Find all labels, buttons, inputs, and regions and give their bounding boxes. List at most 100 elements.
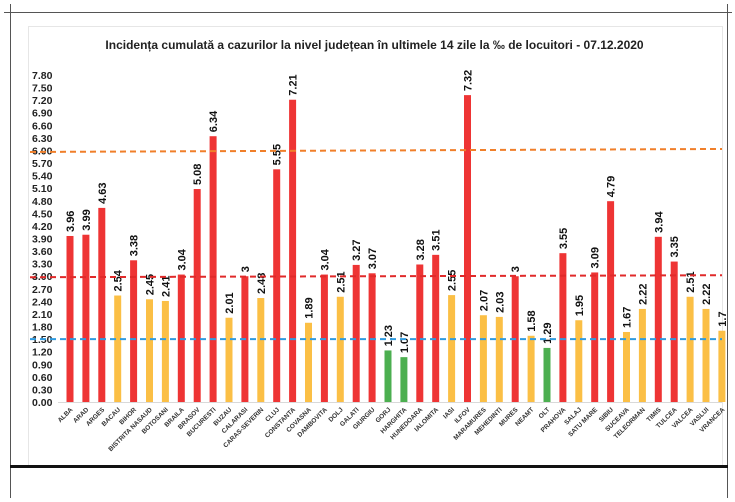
y-tick-label: 7.20 (32, 95, 53, 107)
bar-prahova (559, 253, 567, 402)
y-tick-label: 0.30 (32, 384, 53, 396)
frame-line-left (10, 4, 11, 498)
data-label: 2.55 (447, 270, 459, 291)
y-tick-label: 5.70 (32, 158, 53, 170)
y-tick-label: 0.90 (32, 359, 53, 371)
y-tick-label: 4.50 (32, 208, 53, 220)
bar-bacau (114, 295, 122, 402)
data-label: 3 (510, 266, 522, 272)
data-label: 1.58 (526, 310, 538, 331)
data-label: 2.51 (685, 271, 697, 292)
bar-teleorman (638, 308, 646, 402)
y-tick-label: 4.80 (32, 196, 53, 208)
bar-tulcea (670, 261, 678, 402)
bar-caras-severin (257, 298, 265, 402)
bar-hunedoara (416, 264, 424, 402)
bar-valcea (686, 296, 694, 402)
y-tick-label: 2.40 (32, 296, 53, 308)
data-label: 6.34 (208, 110, 220, 132)
data-label: 1.89 (304, 297, 316, 318)
data-label: 2.41 (160, 276, 172, 297)
bar-galati (352, 264, 360, 402)
bar-mehedinti (495, 316, 503, 402)
y-tick-label: 0.60 (32, 372, 53, 384)
reference-line-6 (29, 147, 723, 153)
bar-ialomita (432, 254, 440, 402)
bar-harghita (400, 357, 408, 402)
y-tick-label: 6.30 (32, 133, 53, 145)
data-label: 2.22 (701, 284, 713, 305)
bar-alba (66, 235, 74, 402)
data-label: 2.07 (478, 290, 490, 311)
bar-olt (543, 347, 551, 402)
data-label: 3 (240, 266, 252, 272)
bar-bistrita-nasaud (146, 299, 153, 402)
y-tick-label: 6.90 (32, 108, 53, 120)
data-label: 1.95 (574, 295, 586, 316)
data-label: 1.67 (622, 307, 634, 328)
y-tick-label: 3.30 (32, 259, 53, 271)
data-label: 3.28 (415, 239, 427, 260)
data-label: 3.51 (431, 229, 443, 250)
y-tick-label: 0.00 (32, 397, 53, 409)
data-label: 2.54 (113, 269, 125, 291)
y-tick-label: 4.20 (32, 221, 53, 233)
bar-cluj (273, 169, 281, 402)
y-tick-label: 1.20 (32, 347, 53, 359)
y-tick-label: 6.60 (32, 120, 53, 132)
bar-vrancea (718, 330, 726, 402)
data-label: 2.48 (256, 273, 268, 294)
frame-line-right (727, 4, 728, 498)
data-label: 4.79 (606, 176, 618, 197)
bar-gorj (384, 350, 392, 402)
data-label: 7.32 (463, 70, 475, 91)
data-label: 7.21 (288, 74, 300, 95)
data-label: 3.99 (81, 209, 93, 230)
reference-line-3 (29, 274, 723, 279)
chart-title: Incidența cumulată a cazurilor la nivel … (105, 38, 644, 52)
data-label: 1.23 (383, 325, 395, 346)
bar-brasov (193, 189, 201, 402)
data-label: 2.45 (145, 274, 157, 295)
data-label: 1.7 (717, 311, 729, 326)
data-label: 2.01 (224, 292, 236, 313)
data-label: 3.27 (351, 239, 363, 260)
bar-constanta (289, 99, 297, 402)
y-tick-label: 7.80 (32, 70, 53, 82)
bar-ilfov (464, 95, 471, 402)
bar-arges (98, 207, 106, 402)
data-label: 2.03 (494, 291, 506, 312)
bar-sibiu (607, 201, 615, 402)
bar-covasna (305, 322, 312, 402)
data-label: 3.96 (65, 211, 77, 232)
data-label: 1.29 (542, 322, 554, 343)
bar-dolj (336, 296, 344, 402)
bar-bucuresti (209, 136, 217, 402)
bar-vaslui (702, 308, 710, 402)
data-label: 2.22 (637, 284, 649, 305)
data-label: 5.08 (192, 164, 204, 185)
bar-botosani (161, 300, 169, 402)
bar-bihor (130, 260, 138, 402)
data-label: 3.07 (367, 248, 379, 269)
bar-giurgiu (368, 273, 376, 402)
y-tick-label: 2.70 (32, 284, 53, 296)
bar-timis (654, 236, 662, 402)
y-tick-label: 5.40 (32, 171, 53, 183)
bar-salaj (575, 320, 583, 402)
bar-iasi (448, 295, 456, 402)
bar-neamt (527, 335, 535, 402)
x-tick-label: ALBA (57, 406, 75, 424)
data-label: 3.35 (669, 236, 681, 257)
data-label: 3.09 (590, 247, 602, 268)
bar-suceava (623, 331, 630, 402)
y-tick-label: 5.10 (32, 183, 53, 195)
bar-maramures (479, 315, 487, 402)
frame-line-bottom (10, 465, 728, 468)
data-label: 3.04 (176, 248, 188, 270)
y-tick-label: 3.60 (32, 246, 53, 258)
data-label: 3.04 (319, 248, 331, 270)
y-tick-label: 1.80 (32, 322, 53, 334)
